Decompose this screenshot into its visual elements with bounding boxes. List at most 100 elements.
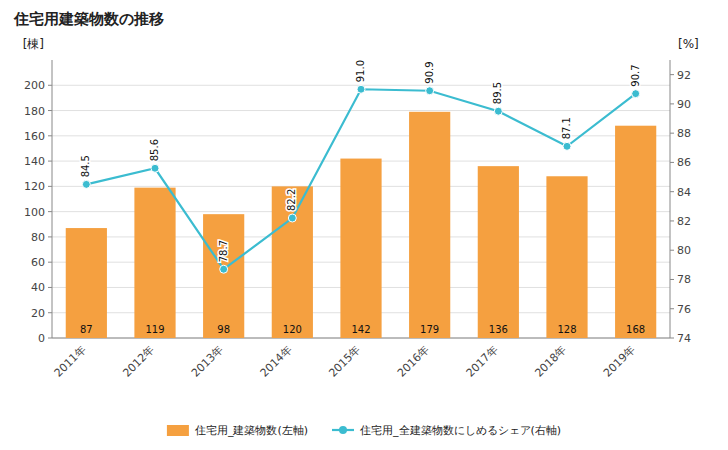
title: 住宅用建築物数の推移 — [13, 10, 164, 28]
y-axis-label: [棟] — [23, 37, 44, 51]
y-tick — [48, 236, 52, 237]
y2-tick-label: 88 — [677, 127, 691, 140]
line-label: 82.2 — [286, 189, 297, 211]
bar — [340, 159, 381, 338]
x-tick-label: 2015年 — [326, 343, 363, 380]
y2-tick-label: 78 — [677, 273, 691, 286]
y-tick-label: 200 — [24, 79, 45, 92]
line-label: 84.5 — [80, 155, 91, 177]
line-label: 91.0 — [355, 60, 366, 82]
y2-tick — [670, 338, 674, 339]
y2-tick-label: 82 — [677, 215, 691, 228]
line-point — [357, 85, 365, 93]
bar — [66, 228, 107, 338]
marks — [66, 85, 657, 338]
y-tick — [48, 110, 52, 111]
chart: 住宅用建築物数の推移020406080100120140160180200747… — [0, 0, 728, 450]
y2-tick-label: 92 — [677, 69, 691, 82]
legend-label: 住宅用_建築物数(左軸) — [195, 424, 308, 437]
x-tick-label: 2016年 — [395, 343, 432, 380]
y-tick — [48, 338, 52, 339]
line-label: 90.7 — [630, 64, 641, 86]
bar — [546, 176, 587, 338]
page: {"chart_data": { "type": "bar", "title":… — [0, 0, 728, 450]
y2-axis-label: [%] — [678, 37, 699, 51]
line-point — [82, 180, 90, 188]
bar-label: 87 — [80, 324, 93, 335]
axes: 0204060801001201401601802007476788082848… — [24, 60, 691, 380]
y-tick — [48, 312, 52, 313]
legend-item: 住宅用_全建築物数にしめるシェア(右軸) — [332, 424, 561, 437]
y-tick-label: 100 — [24, 206, 45, 219]
x-tick-label: 2012年 — [120, 343, 157, 380]
y2-tick-label: 86 — [677, 156, 691, 169]
y2-axis-line — [670, 60, 671, 338]
chart-container: 住宅用建築物数の推移020406080100120140160180200747… — [0, 0, 728, 450]
bar-label: 179 — [420, 324, 439, 335]
y2-tick — [670, 220, 674, 221]
x-tick-label: 2013年 — [189, 343, 226, 380]
line-point — [426, 87, 434, 95]
line-label: 85.6 — [149, 139, 160, 161]
line-label: 87.1 — [561, 117, 572, 139]
line-point — [632, 90, 640, 98]
y-axis-line — [52, 60, 53, 338]
legend: 住宅用_建築物数(左軸) 住宅用_全建築物数にしめるシェア(右軸) — [167, 424, 561, 437]
line-point — [563, 142, 571, 150]
line — [86, 89, 635, 269]
y-tick — [48, 287, 52, 288]
x-tick-label: 2017年 — [464, 343, 501, 380]
legend-swatch — [167, 425, 189, 436]
bar-label: 120 — [283, 324, 302, 335]
y2-tick — [670, 103, 674, 104]
data-labels: 871199812014217913612816884.585.678.782.… — [80, 60, 645, 335]
y-tick-label: 160 — [24, 130, 45, 143]
y2-tick — [670, 250, 674, 251]
line-point — [220, 265, 228, 273]
grid-line — [52, 110, 670, 111]
line-label: 89.5 — [492, 82, 503, 104]
y-tick-label: 20 — [31, 307, 45, 320]
y-tick — [48, 161, 52, 162]
bar — [615, 126, 656, 338]
y-tick-label: 120 — [24, 180, 45, 193]
grid-line — [52, 135, 670, 136]
legend-marker — [339, 426, 347, 434]
x-tick-label: 2018年 — [532, 343, 569, 380]
line-point — [288, 214, 296, 222]
bar — [272, 186, 313, 338]
y2-tick — [670, 162, 674, 163]
bar-label: 136 — [489, 324, 508, 335]
line-point — [494, 107, 502, 115]
y-tick — [48, 211, 52, 212]
line-point — [151, 164, 159, 172]
y-tick-label: 80 — [31, 231, 45, 244]
y2-tick — [670, 308, 674, 309]
legend-label: 住宅用_全建築物数にしめるシェア(右軸) — [360, 424, 561, 437]
bar — [478, 166, 519, 338]
bar — [409, 112, 450, 338]
x-tick-label: 2011年 — [52, 343, 89, 380]
bar-label: 168 — [626, 324, 645, 335]
y-tick — [48, 262, 52, 263]
bar — [203, 214, 244, 338]
y-tick-label: 0 — [38, 332, 45, 345]
bar — [134, 188, 175, 338]
y2-tick-label: 84 — [677, 186, 691, 199]
y2-tick — [670, 279, 674, 280]
y-tick-label: 180 — [24, 105, 45, 118]
y2-tick — [670, 74, 674, 75]
grid — [52, 85, 670, 338]
y2-tick — [670, 133, 674, 134]
y2-tick-label: 76 — [677, 303, 691, 316]
bar-label: 98 — [217, 324, 230, 335]
bar-label: 142 — [351, 324, 370, 335]
y2-tick-label: 74 — [677, 332, 691, 345]
line-label: 90.9 — [424, 61, 435, 83]
y-tick — [48, 85, 52, 86]
y2-tick-label: 90 — [677, 98, 691, 111]
bar-label: 128 — [557, 324, 576, 335]
y2-tick — [670, 191, 674, 192]
y-tick-label: 60 — [31, 256, 45, 269]
legend-item: 住宅用_建築物数(左軸) — [167, 424, 308, 437]
